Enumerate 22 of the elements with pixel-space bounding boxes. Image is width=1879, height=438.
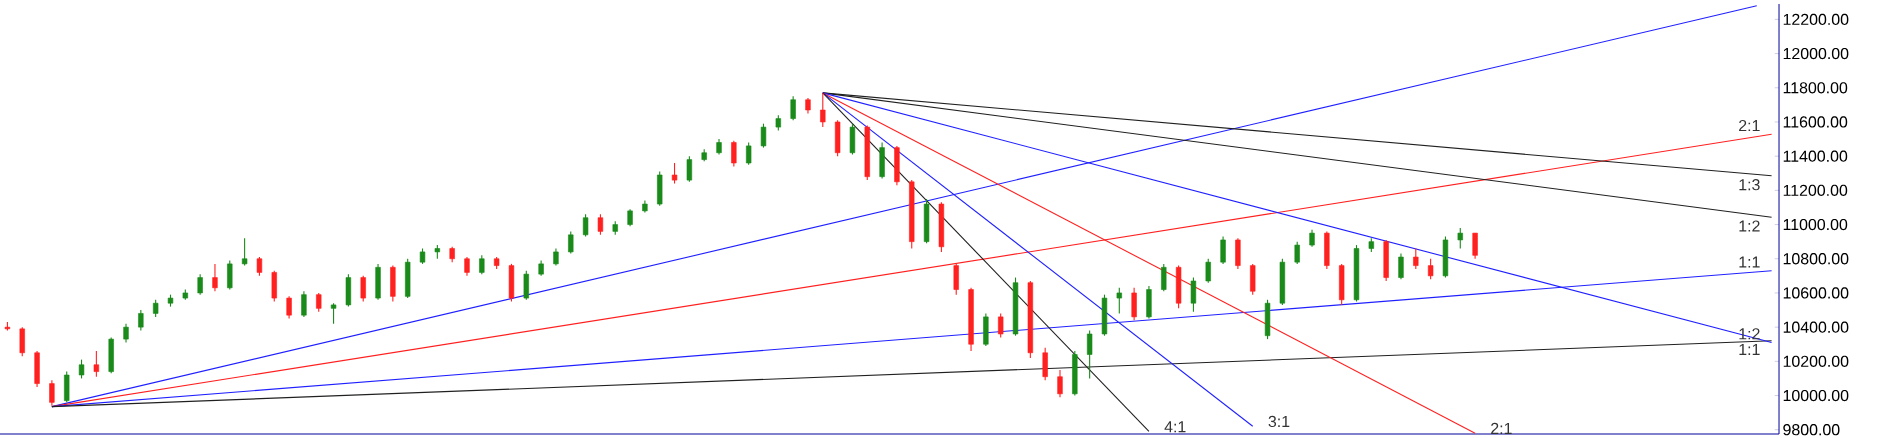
series-label: 2:1 [1491, 422, 1512, 434]
y-tick-label: 10600.00 [1783, 287, 1849, 299]
series-label: 1:1 [1739, 256, 1760, 268]
y-tick-label: 9800.00 [1783, 424, 1840, 436]
y-tick-label: 11000.00 [1783, 218, 1848, 231]
series-label: 1:3 [1739, 179, 1760, 191]
y-tick-label: 10000.00 [1783, 389, 1849, 402]
series-label: 4:1 [1164, 421, 1186, 433]
y-tick-label: 10400.00 [1783, 321, 1849, 333]
y-tick-label: 10800.00 [1783, 253, 1849, 265]
y-tick-label: 11800.00 [1783, 82, 1848, 94]
series-label: 1:2 [1739, 328, 1760, 340]
series-label: 2:1 [1739, 119, 1760, 132]
y-tick-label: 11200.00 [1783, 184, 1848, 196]
y-tick-label: 11400.00 [1783, 150, 1848, 162]
y-tick-label: 12200.00 [1783, 13, 1849, 26]
y-tick-label: 10200.00 [1783, 355, 1849, 367]
series-label: 1:2 [1739, 220, 1760, 232]
series-label: 3:1 [1268, 415, 1290, 428]
y-tick-label: 12000.00 [1783, 47, 1849, 60]
series-label: 1:1 [1739, 344, 1760, 355]
y-tick-label: 11600.00 [1783, 116, 1848, 128]
